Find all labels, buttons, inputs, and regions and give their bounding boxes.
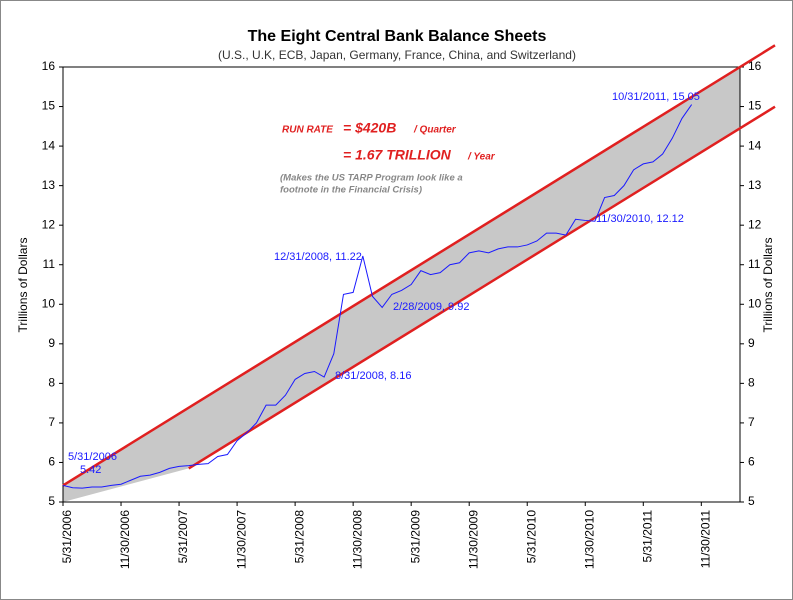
y2-tick-label: 5 — [748, 494, 755, 508]
channel — [63, 67, 740, 502]
y2-tick-label: 14 — [748, 138, 762, 152]
x-tick-label: 11/30/2009 — [466, 510, 480, 569]
x-tick-label: 5/31/2010 — [524, 510, 538, 564]
x-tick-label: 11/30/2008 — [350, 510, 364, 569]
y2-tick-label: 7 — [748, 415, 755, 429]
y-tick-label: 5 — [48, 494, 55, 508]
y2-axis-label: Trillions of Dollars — [761, 238, 775, 333]
y2-tick-label: 8 — [748, 376, 755, 390]
y2-tick-label: 12 — [748, 217, 762, 231]
y-tick-label: 10 — [42, 296, 56, 310]
y-tick-label: 7 — [48, 415, 55, 429]
y-tick-label: 9 — [48, 336, 55, 350]
y-tick-label: 6 — [48, 455, 55, 469]
point-label: 12/31/2008, 11.22 — [274, 251, 362, 263]
y2-tick-label: 11 — [748, 257, 761, 271]
note: (Makes the US TARP Program look like a — [280, 173, 463, 184]
point-label: 8/31/2008, 8.16 — [335, 370, 411, 382]
chart-title: The Eight Central Bank Balance Sheets — [248, 28, 547, 45]
point-label: 11/30/2010, 12.12 — [596, 213, 684, 225]
x-tick-label: 5/31/2009 — [408, 510, 422, 564]
y2-tick-label: 6 — [748, 455, 755, 469]
run-rate-unit: / Quarter — [413, 125, 457, 136]
run-rate-label: RUN RATE — [282, 125, 333, 136]
x-tick-label: 5/31/2007 — [176, 510, 190, 564]
y-tick-label: 12 — [42, 217, 56, 231]
plot-area — [62, 66, 741, 503]
run-rate-value: = $420B — [343, 120, 396, 136]
point-label: 2/28/2009, 9.92 — [393, 301, 469, 313]
x-tick-label: 11/30/2011 — [698, 510, 712, 569]
y-tick-label: 8 — [48, 376, 55, 390]
annual-value: = 1.67 TRILLION — [343, 147, 452, 163]
note: footnote in the Financial Crisis) — [280, 185, 422, 196]
y2-tick-label: 9 — [748, 336, 755, 350]
x-tick-label: 11/30/2007 — [234, 510, 248, 569]
x-tick-label: 11/30/2006 — [118, 510, 132, 569]
point-label: 10/31/2011, 15.05 — [612, 91, 700, 103]
y-axis-label: Trillions of Dollars — [16, 238, 30, 333]
y2-tick-label: 10 — [748, 296, 762, 310]
series-line — [62, 104, 693, 489]
trend-line — [62, 44, 776, 487]
chart-subtitle: (U.S., U.K, ECB, Japan, Germany, France,… — [218, 48, 576, 62]
x-tick-label: 5/31/2006 — [60, 510, 74, 564]
y2-tick-label: 13 — [748, 178, 762, 192]
x-tick-label: 11/30/2010 — [582, 510, 596, 569]
y-tick-label: 14 — [42, 138, 56, 152]
trend-line — [188, 105, 776, 470]
y-tick-label: 13 — [42, 178, 56, 192]
y2-tick-label: 15 — [748, 99, 762, 113]
point-label: 5.42 — [80, 464, 101, 476]
x-tick-label: 5/31/2008 — [292, 510, 306, 564]
y-tick-label: 15 — [42, 99, 56, 113]
point-label: 5/31/2006 — [68, 451, 117, 463]
y-tick-label: 11 — [43, 257, 56, 271]
y-tick-label: 16 — [42, 59, 56, 73]
y2-tick-label: 16 — [748, 59, 762, 73]
annual-unit: / Year — [467, 152, 496, 163]
x-tick-label: 5/31/2011 — [640, 510, 654, 563]
